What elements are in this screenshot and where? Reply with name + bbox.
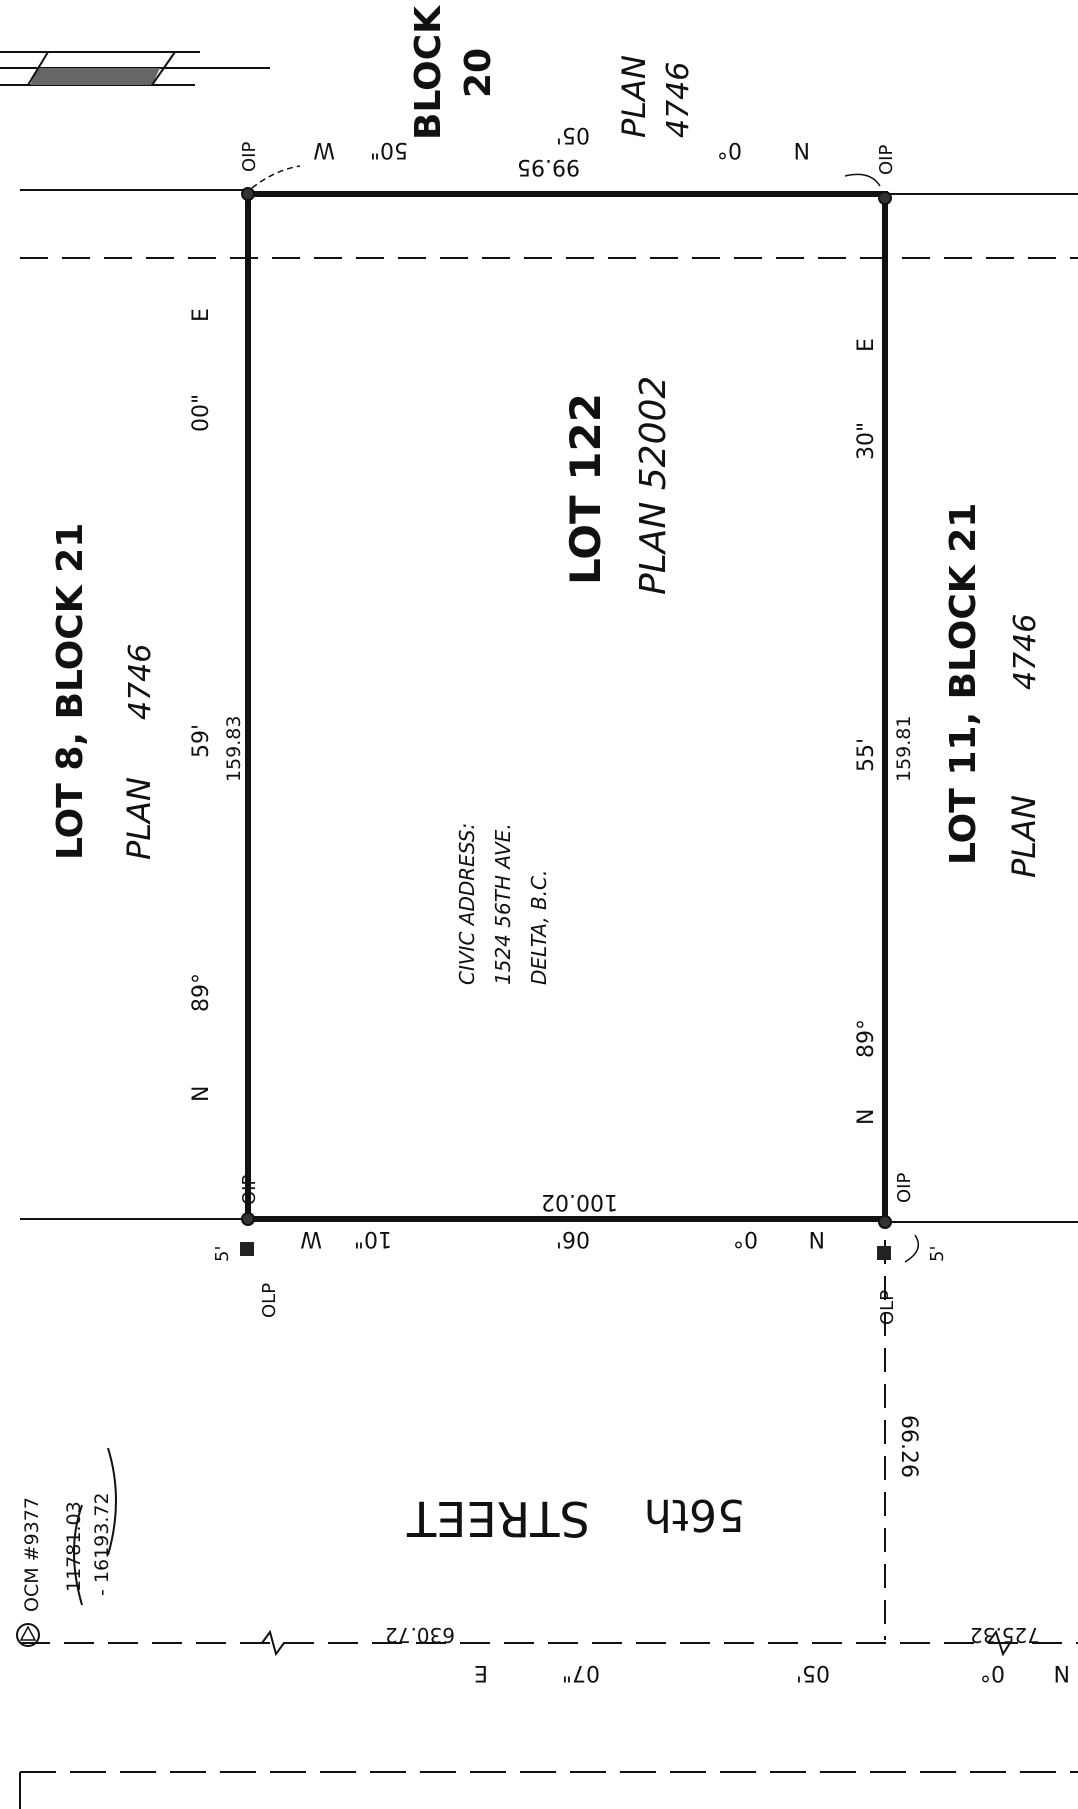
pin-south-east <box>878 1215 892 1229</box>
bearing-west: N 89° 59' 159.83 00" E <box>189 308 245 1102</box>
civic-address: CIVIC ADDRESS: 1524 56TH AVE. DELTA, B.C… <box>455 823 551 985</box>
ocm-symbol-icon <box>16 1623 40 1647</box>
lot-label: LOT 122 PLAN 52002 <box>561 376 674 595</box>
oip-label-sw: OIP <box>239 1175 260 1205</box>
east-lot-title: LOT 11, BLOCK 21 <box>943 503 984 865</box>
bearing-top-sec: 50" <box>370 137 408 162</box>
bearing-east-dir: E <box>854 338 879 352</box>
lot-boundary <box>245 191 888 1222</box>
pin-north-east <box>878 191 892 205</box>
scale-bar <box>0 51 270 86</box>
street-distance-right: 725.32 <box>970 1623 1040 1647</box>
bearing-west-min: 59' <box>189 724 214 758</box>
olp-label-east: OLP <box>877 1290 898 1325</box>
bearing-bottom: 100.02 W 10" 06' 0° N <box>300 1189 825 1251</box>
west-lot-plan-label: PLAN <box>120 777 158 860</box>
bearing-top-min: 05' <box>556 122 590 147</box>
west-lot-title: LOT 8, BLOCK 21 <box>50 523 91 860</box>
oip-label-ne: OIP <box>876 145 897 175</box>
street-label: 56th STREET <box>406 1489 745 1546</box>
civic-address-line1: CIVIC ADDRESS: <box>455 823 479 985</box>
ocm-paren-left <box>73 1504 83 1606</box>
street-bearing-min: 05' <box>796 1660 830 1685</box>
bearing-bottom-dir: W <box>300 1226 322 1251</box>
bearing-top-n: N <box>794 137 810 162</box>
street-number: 56th <box>644 1489 745 1540</box>
west-lot-label: LOT 8, BLOCK 21 PLAN 4746 <box>50 523 158 860</box>
bearing-east-deg: 89° <box>854 1019 879 1058</box>
lot-title: LOT 122 <box>561 393 610 585</box>
street-bearing-deg: 0° <box>980 1660 1005 1685</box>
lot-plan: PLAN 52002 <box>633 376 674 595</box>
bearing-west-distance: 159.83 <box>223 716 245 782</box>
north-block-plan-number: 4746 <box>661 62 696 138</box>
street-bearing-n: N <box>1054 1660 1070 1685</box>
bearing-east: N 89° 55' 159.81 30" E <box>854 338 915 1125</box>
bearing-east-min: 55' <box>854 738 879 772</box>
arc-nw <box>251 165 301 189</box>
ocm-monument: OCM #9377 11781.03 - 16193.72 <box>16 1447 117 1647</box>
north-block-number: 20 <box>458 48 499 98</box>
street-distance-left: 630.72 <box>385 1623 455 1647</box>
street-name: STREET <box>406 1490 590 1546</box>
ocm-coord2: - 16193.72 <box>91 1492 113 1596</box>
bearing-bottom-n: N <box>809 1226 825 1251</box>
bearing-bottom-min: 06' <box>556 1226 590 1251</box>
east-lot-label: LOT 11, BLOCK 21 PLAN 4746 <box>943 503 1043 878</box>
civic-address-line2: 1524 56TH AVE. <box>491 823 515 985</box>
bearing-west-dir: E <box>189 308 214 322</box>
break-mark-left <box>240 1629 300 1657</box>
bearing-bottom-deg: 0° <box>733 1226 758 1251</box>
west-lot-plan-number: 4746 <box>123 644 158 720</box>
offset-label-west: 5' <box>212 1246 233 1262</box>
bearing-top: W 50" 99.95 05' 0° N <box>313 122 810 179</box>
arc-ne <box>844 173 881 187</box>
north-block-label: BLOCK 20 PLAN 4746 <box>408 5 696 140</box>
north-block-word: BLOCK <box>408 5 449 140</box>
bearing-west-n: N <box>189 1086 214 1102</box>
bearing-east-sec: 30" <box>854 422 879 460</box>
street-bearing-dir: E <box>474 1660 488 1685</box>
bearing-bottom-sec: 10" <box>354 1226 392 1251</box>
olp-label-west: OLP <box>259 1283 280 1318</box>
bearing-top-deg: 0° <box>717 137 742 162</box>
street-width: 66.26 <box>896 1415 921 1478</box>
bearing-street: 630.72 E 07" 05' 725.32 0° N 66.26 <box>385 1415 1070 1685</box>
olp-marker-east <box>877 1246 891 1260</box>
bearing-east-distance: 159.81 <box>893 716 915 782</box>
offset-label-east: 5' <box>927 1246 948 1262</box>
street-bearing-sec: 07" <box>562 1660 600 1685</box>
ocm-label: OCM #9377 <box>21 1497 43 1612</box>
civic-address-line3: DELTA, B.C. <box>527 870 551 985</box>
bearing-west-sec: 00" <box>189 394 214 432</box>
bearing-top-dir: W <box>313 137 335 162</box>
north-block-plan-label: PLAN <box>615 55 653 138</box>
bearing-top-distance: 99.95 <box>517 154 580 179</box>
oip-label-nw: OIP <box>239 142 260 172</box>
pin-north-west <box>241 187 255 201</box>
arc-se <box>904 1234 920 1263</box>
east-lot-plan-number: 4746 <box>1008 614 1043 690</box>
east-lot-plan-label: PLAN <box>1005 795 1043 878</box>
ocm-coord1: 11781.03 <box>63 1501 85 1592</box>
olp-marker-west <box>240 1242 254 1256</box>
bearing-east-n: N <box>854 1109 879 1125</box>
ocm-paren-right <box>107 1447 117 1556</box>
bearing-bottom-distance: 100.02 <box>541 1189 618 1214</box>
oip-label-se: OIP <box>894 1173 915 1203</box>
break-mark-right <box>987 1629 1011 1657</box>
pin-south-west <box>241 1212 255 1226</box>
bearing-west-deg: 89° <box>189 973 214 1012</box>
